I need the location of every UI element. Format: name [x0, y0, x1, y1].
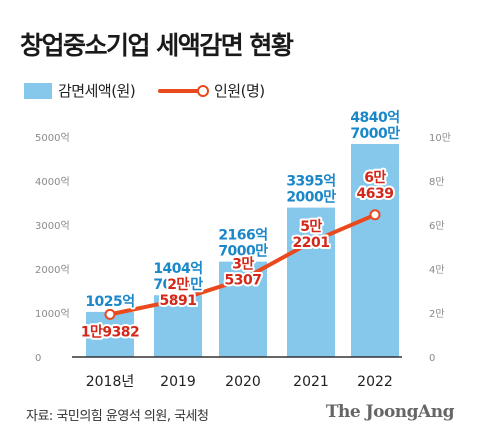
x-tick-label: 2020	[225, 374, 261, 390]
legend-line-label: 인원(명)	[214, 82, 265, 100]
line-data-label: 4639	[357, 186, 394, 202]
bar-data-label-halo: 2166억	[218, 228, 267, 244]
y-left-tick-label: 2000억	[35, 264, 70, 276]
bar-data-label-halo: 3395억	[286, 174, 335, 190]
line-data-label-halo: 3만	[232, 256, 254, 272]
line-data-label-halo: 1만9382	[81, 324, 140, 340]
legend-line-swatch	[158, 83, 209, 99]
line-data-label: 5307	[225, 272, 262, 288]
y-left-tick-label: 1000억	[35, 308, 70, 320]
line-data-label-halo: 4639	[357, 186, 394, 202]
bar-data-label-halo: 7000만	[350, 126, 400, 142]
bar-data-label: 2000만	[286, 190, 336, 206]
line-point	[369, 209, 381, 221]
line-data-label: 5891	[160, 293, 197, 309]
y-right-tick-label: 2만	[429, 308, 445, 320]
bar-data-label: 7000만	[350, 126, 400, 142]
bar-data-label-halo: 1404억	[153, 261, 202, 277]
y-left-tick-label: 0	[35, 353, 41, 364]
y-right-tick-label: 6만	[429, 220, 445, 232]
line-point	[237, 273, 249, 285]
bar-data-label-halo: 2000만	[286, 190, 336, 206]
bar-data-label: 3395억	[286, 174, 335, 190]
legend-item-bar: 감면세액(원)	[24, 80, 136, 101]
bar-data-label: 1025억	[85, 294, 134, 310]
line-point	[305, 236, 317, 248]
line-data-label: 2201	[293, 235, 330, 251]
y-left-tick-label: 5000억	[35, 132, 70, 144]
line-data-label-halo: 5만	[300, 219, 322, 235]
bar	[287, 207, 335, 357]
line-data-label: 3만	[232, 256, 254, 272]
line-data-label: 2만	[167, 277, 189, 293]
legend-bar-label: 감면세액(원)	[58, 82, 136, 100]
x-tick-label: 2021	[293, 374, 329, 390]
bar-data-label-halo: 4840억	[350, 110, 399, 126]
bar-data-label-halo: 7000만	[218, 244, 268, 260]
line-point	[104, 308, 116, 320]
chart-title: 창업중소기업 세액감면 현황	[20, 31, 294, 60]
bar-data-label: 1404억	[153, 261, 202, 277]
y-left-tick-label: 4000억	[35, 176, 70, 188]
line-data-label-halo: 2201	[293, 235, 330, 251]
x-tick-label: 2019	[160, 374, 196, 390]
bar-data-label: 2166억	[218, 228, 267, 244]
line-data-label: 5만	[300, 219, 322, 235]
x-tick-label: 2018년	[86, 374, 135, 390]
bar-data-label: 7000만	[218, 244, 268, 260]
bar-data-label: 7000만	[153, 277, 203, 293]
bar-data-label-halo: 7000만	[153, 277, 203, 293]
y-right-tick-label: 4만	[429, 264, 445, 276]
y-right-tick-label: 10만	[429, 132, 451, 144]
bar-data-label: 4840억	[350, 110, 399, 126]
y-right-tick-label: 8만	[429, 176, 445, 188]
line-data-label: 6만	[364, 170, 386, 186]
legend-item-line: 인원(명)	[158, 80, 265, 101]
bar-data-label-halo: 1025억	[85, 294, 134, 310]
source-note: 자료: 국민의힘 윤영석 의원, 국세청	[26, 409, 209, 424]
y-right-tick-label: 0	[429, 353, 435, 364]
line-point	[172, 294, 184, 306]
line-data-label-halo: 5307	[225, 272, 262, 288]
line-data-label-halo: 6만	[364, 170, 386, 186]
line-data-label-halo: 2만	[167, 277, 189, 293]
bar	[351, 144, 399, 357]
publisher-logo: The JoongAng	[325, 402, 455, 422]
line-data-label-halo: 5891	[160, 293, 197, 309]
y-left-tick-label: 3000억	[35, 220, 70, 232]
x-tick-label: 2022	[357, 374, 393, 390]
line-data-label: 1만9382	[81, 324, 140, 340]
legend-bar-swatch	[24, 82, 52, 99]
